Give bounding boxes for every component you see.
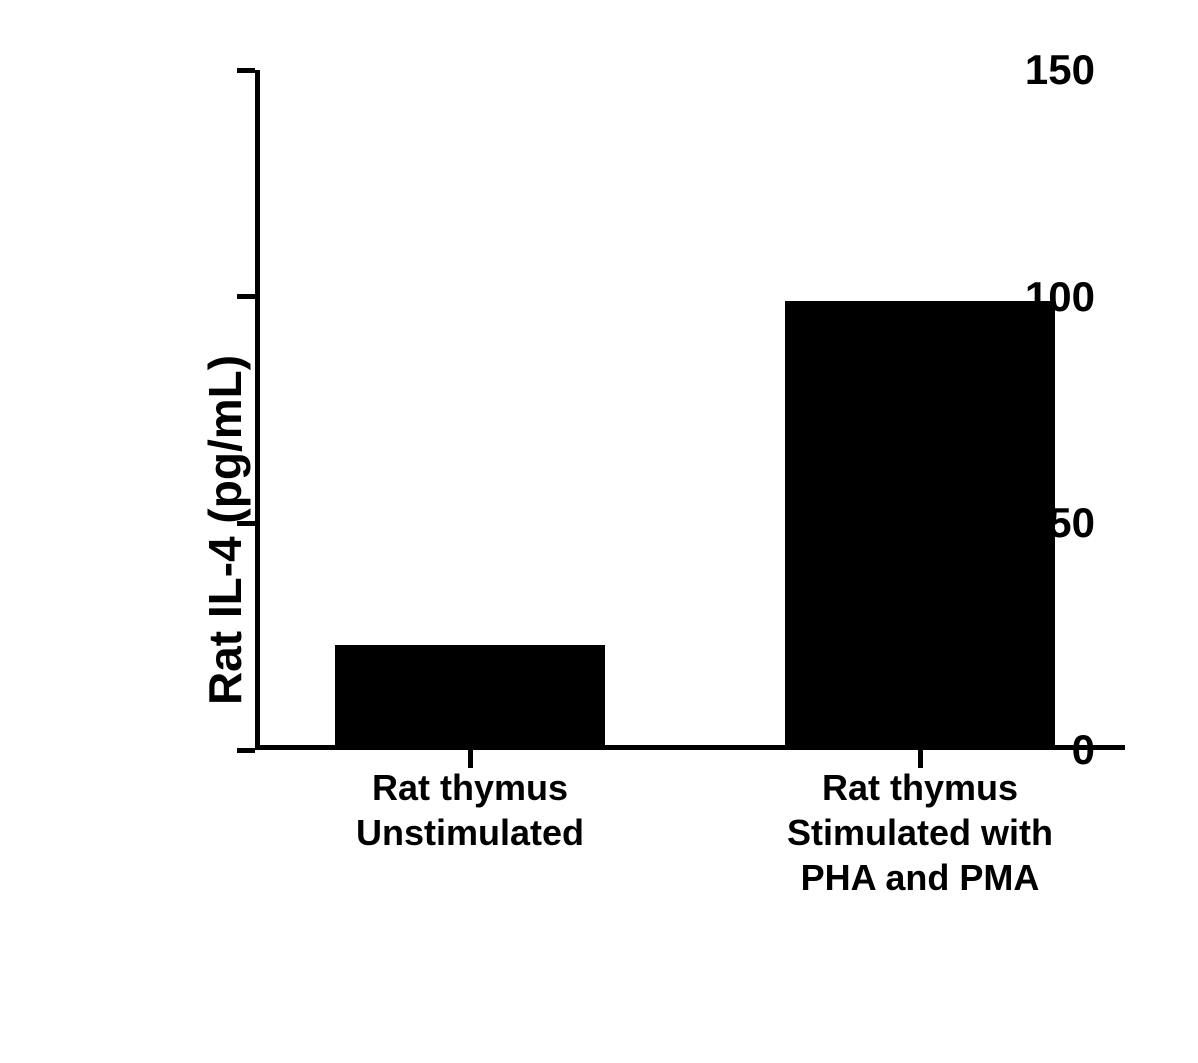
x-tick-label-0: Rat thymus Unstimulated: [310, 765, 630, 855]
y-tick-0: [237, 748, 255, 753]
x-label-1-line1: Rat thymus: [822, 767, 1018, 808]
chart-container: Rat IL-4 (pg/mL) 0 50 100 150 Rat thymus…: [80, 70, 1160, 990]
bar-stimulated: [785, 301, 1055, 745]
bar-unstimulated: [335, 645, 605, 745]
x-label-1-line2: Stimulated with: [787, 812, 1053, 853]
y-axis-label: Rat IL-4 (pg/mL): [198, 355, 252, 705]
x-label-1-line3: PHA and PMA: [801, 857, 1040, 898]
y-tick-label-150: 150: [1025, 46, 1095, 94]
x-label-0-line1: Rat thymus: [372, 767, 568, 808]
plot-area: 0 50 100 150 Rat thymus Unstimulated Rat…: [255, 70, 1125, 750]
y-tick-150: [237, 68, 255, 73]
y-tick-label-50: 50: [1048, 499, 1095, 547]
x-label-0-line2: Unstimulated: [356, 812, 584, 853]
x-axis-line: [255, 745, 1125, 750]
y-axis-line: [255, 70, 260, 750]
y-tick-50: [237, 521, 255, 526]
y-tick-100: [237, 294, 255, 299]
x-tick-label-1: Rat thymus Stimulated with PHA and PMA: [760, 765, 1080, 900]
